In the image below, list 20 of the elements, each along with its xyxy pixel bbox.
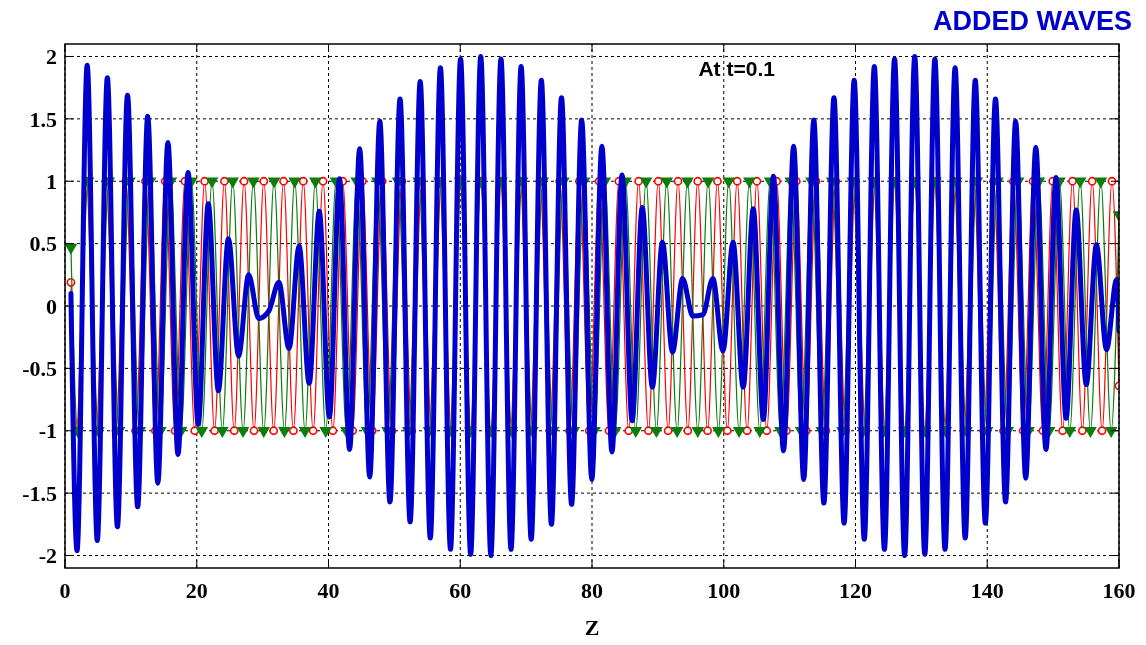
x-tick-label: 140 (970, 578, 1004, 603)
x-tick-label: 80 (581, 578, 603, 603)
chart-title: ADDED WAVES (932, 6, 1132, 36)
y-tick-label: 2 (46, 44, 57, 70)
y-tick-label: 0.5 (29, 231, 57, 257)
x-tick-label: 120 (839, 578, 872, 603)
y-tick-label: -2 (38, 543, 57, 569)
x-axis-title: Z (584, 615, 600, 640)
x-tick-label: 20 (185, 578, 208, 603)
y-tick-label: -1 (38, 418, 57, 444)
x-tick-label: 100 (707, 578, 741, 603)
y-tick-label: 1 (46, 168, 57, 194)
x-tick-label: 40 (317, 578, 340, 603)
y-tick-label: -1.5 (22, 480, 57, 506)
y-tick-label: 0 (46, 293, 57, 319)
x-tick-label: 60 (449, 578, 472, 603)
y-tick-label: -0.5 (22, 356, 57, 382)
y-tick-label: 1.5 (29, 106, 57, 132)
annotation: At t=0.1 (698, 57, 776, 80)
x-tick-label: 160 (1102, 578, 1136, 603)
